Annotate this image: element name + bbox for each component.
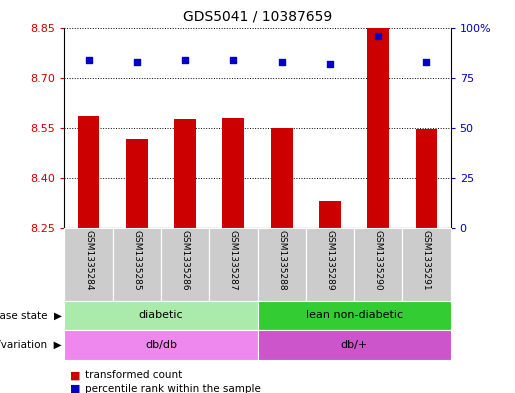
Bar xyxy=(126,140,148,228)
Text: ■: ■ xyxy=(70,384,80,393)
Point xyxy=(84,57,93,63)
Text: db/+: db/+ xyxy=(340,340,368,350)
Point xyxy=(422,59,431,65)
Text: GSM1335284: GSM1335284 xyxy=(84,230,93,290)
Bar xyxy=(402,228,451,301)
Point xyxy=(229,57,237,63)
Text: transformed count: transformed count xyxy=(85,370,182,380)
Text: GDS5041 / 10387659: GDS5041 / 10387659 xyxy=(183,10,332,24)
Point xyxy=(133,59,141,65)
Bar xyxy=(209,228,258,301)
Bar xyxy=(258,301,451,330)
Bar xyxy=(416,129,437,228)
Text: GSM1335287: GSM1335287 xyxy=(229,230,238,291)
Text: GSM1335289: GSM1335289 xyxy=(325,230,334,291)
Bar xyxy=(161,228,209,301)
Bar xyxy=(319,201,341,228)
Text: genotype/variation  ▶: genotype/variation ▶ xyxy=(0,340,62,350)
Point xyxy=(326,61,334,67)
Text: GSM1335286: GSM1335286 xyxy=(181,230,190,291)
Bar xyxy=(174,119,196,228)
Bar xyxy=(258,330,451,360)
Bar xyxy=(64,301,258,330)
Bar xyxy=(306,228,354,301)
Bar xyxy=(64,330,258,360)
Text: disease state  ▶: disease state ▶ xyxy=(0,310,62,320)
Bar xyxy=(64,228,113,301)
Point xyxy=(181,57,189,63)
Bar xyxy=(271,129,293,228)
Text: lean non-diabetic: lean non-diabetic xyxy=(305,310,403,320)
Bar xyxy=(367,24,389,228)
Text: GSM1335291: GSM1335291 xyxy=(422,230,431,291)
Bar xyxy=(258,228,306,301)
Text: diabetic: diabetic xyxy=(139,310,183,320)
Point xyxy=(278,59,286,65)
Text: GSM1335290: GSM1335290 xyxy=(374,230,383,291)
Text: percentile rank within the sample: percentile rank within the sample xyxy=(85,384,261,393)
Bar xyxy=(78,116,99,228)
Bar xyxy=(222,118,244,228)
Bar xyxy=(113,228,161,301)
Text: GSM1335285: GSM1335285 xyxy=(132,230,141,291)
Text: ■: ■ xyxy=(70,370,80,380)
Text: GSM1335288: GSM1335288 xyxy=(277,230,286,291)
Text: db/db: db/db xyxy=(145,340,177,350)
Point xyxy=(374,32,382,39)
Bar xyxy=(354,228,402,301)
